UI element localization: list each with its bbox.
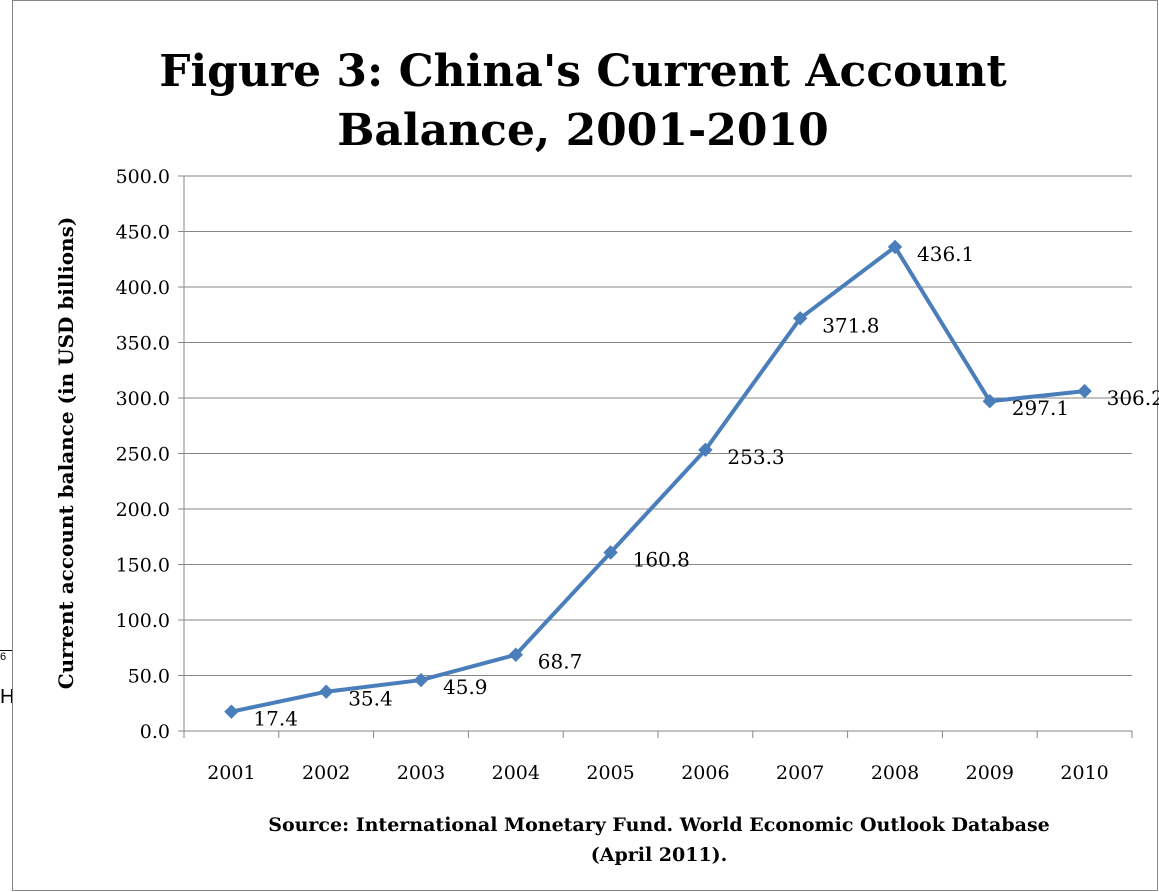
chart-title-line-2: Balance, 2001-2010 xyxy=(337,105,829,156)
y-tick-label: 0.0 xyxy=(140,721,170,743)
data-point-marker xyxy=(224,704,239,719)
y-tick-label: 300.0 xyxy=(116,388,170,410)
series-markers xyxy=(224,239,1092,719)
page-edge-rule xyxy=(0,650,12,651)
data-label: 253.3 xyxy=(727,445,784,469)
x-tick-label: 2004 xyxy=(492,762,540,784)
source-note-line-1: Source: International Monetary Fund. Wor… xyxy=(268,814,1050,836)
x-tick-label: 2001 xyxy=(207,762,255,784)
data-label: 436.1 xyxy=(917,242,974,266)
y-tick-label: 450.0 xyxy=(116,222,170,244)
y-axis-label: Current account balance (in USD billions… xyxy=(54,217,78,690)
y-tick-label: 200.0 xyxy=(116,499,170,521)
data-point-marker xyxy=(982,394,998,409)
data-labels: 17.4 35.4 45.9 68.7 160.8 253.3 371.8 436.1 297.… xyxy=(253,242,1159,731)
data-label: 371.8 xyxy=(822,313,879,337)
y-tick-label: 500.0 xyxy=(116,166,170,188)
x-tick-label: 2007 xyxy=(776,762,824,784)
data-label: 35.4 xyxy=(348,687,393,711)
data-label: 68.7 xyxy=(538,650,583,674)
y-tick-label: 150.0 xyxy=(116,555,170,577)
series-line xyxy=(230,244,1085,714)
data-point-marker xyxy=(887,239,903,255)
page-edge-footnote-number: 6 xyxy=(0,651,7,663)
x-tick-label: 2010 xyxy=(1060,762,1108,784)
data-label: 306.2 xyxy=(1107,386,1159,410)
x-tick-label: 2003 xyxy=(397,762,445,784)
source-note-line-2: (April 2011). xyxy=(591,844,728,866)
series-line-path xyxy=(230,244,1085,714)
y-tick-label: 100.0 xyxy=(116,610,170,632)
y-tick-label: 50.0 xyxy=(128,666,170,688)
x-tick-labels: 2001 2002 2003 2004 2005 2006 2007 2008 2009 2010 xyxy=(207,762,1109,784)
data-point-marker xyxy=(792,311,808,326)
x-tick-label: 2005 xyxy=(586,762,634,784)
x-tick-label: 2009 xyxy=(966,762,1014,784)
data-point-marker xyxy=(413,672,429,688)
y-tick-labels: 0.0 50.0 100.0 150.0 200.0 250.0 300.0 350.0 400… xyxy=(116,166,170,743)
y-tick-label: 350.0 xyxy=(116,333,170,355)
data-point-marker xyxy=(1077,383,1092,399)
x-tick-label: 2002 xyxy=(302,762,350,784)
x-tick-label: 2006 xyxy=(681,762,729,784)
data-label: 17.4 xyxy=(253,707,298,731)
data-point-marker xyxy=(603,545,618,560)
data-label: 45.9 xyxy=(443,675,488,699)
data-point-marker xyxy=(508,647,524,662)
gridlines xyxy=(184,175,1132,676)
axes xyxy=(178,175,1133,738)
y-tick-label: 400.0 xyxy=(116,277,170,299)
chart-title-line-1: Figure 3: China's Current Account xyxy=(159,46,1007,97)
page-edge-text-fragment: H xyxy=(0,686,15,708)
y-tick-label: 250.0 xyxy=(116,444,170,466)
x-tick-label: 2008 xyxy=(871,762,919,784)
data-label: 297.1 xyxy=(1012,396,1069,420)
data-point-marker xyxy=(698,442,713,458)
data-point-marker xyxy=(318,684,334,699)
chart-frame xyxy=(12,0,1158,891)
data-label: 160.8 xyxy=(633,548,690,572)
